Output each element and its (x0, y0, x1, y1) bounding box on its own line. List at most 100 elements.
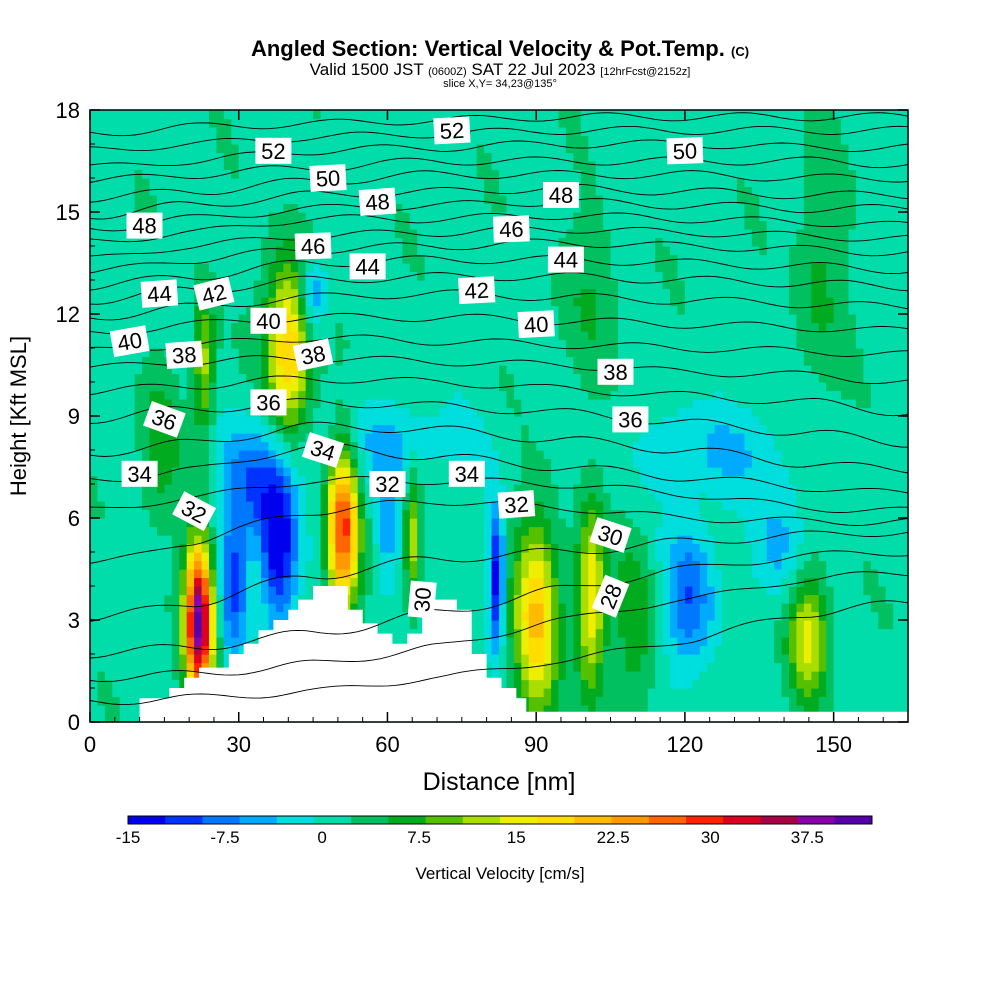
velocity-cell (684, 679, 693, 689)
velocity-cell (878, 645, 887, 655)
velocity-cell (647, 577, 656, 587)
velocity-cell (238, 492, 247, 502)
velocity-cell (201, 586, 210, 596)
velocity-cell (119, 637, 128, 647)
velocity-cell (424, 458, 433, 468)
velocity-cell (863, 679, 872, 689)
velocity-cell (551, 620, 560, 630)
velocity-cell (290, 467, 299, 477)
velocity-cell (588, 552, 597, 562)
velocity-cell (848, 569, 857, 579)
velocity-cell (275, 492, 284, 502)
velocity-cell (432, 433, 441, 443)
velocity-cell (796, 339, 805, 349)
velocity-cell (97, 586, 106, 596)
velocity-cell (223, 382, 232, 392)
velocity-cell (134, 696, 143, 706)
velocity-cell (565, 424, 574, 434)
velocity-cell (855, 339, 864, 349)
velocity-cell (766, 611, 775, 621)
velocity-cell (536, 671, 545, 681)
velocity-cell (365, 416, 374, 426)
velocity-cell (313, 509, 322, 519)
velocity-cell (409, 560, 418, 570)
velocity-cell (305, 484, 314, 494)
velocity-cell (350, 424, 359, 434)
velocity-cell (528, 543, 537, 553)
velocity-cell (231, 620, 240, 630)
velocity-cell (744, 705, 753, 715)
velocity-cell (305, 518, 314, 528)
velocity-cell (543, 603, 552, 613)
velocity-cell (313, 577, 322, 587)
velocity-cell (692, 620, 701, 630)
velocity-cell (97, 645, 106, 655)
velocity-cell (223, 594, 232, 604)
velocity-cell (551, 577, 560, 587)
velocity-cell (893, 407, 902, 417)
velocity-cell (164, 458, 173, 468)
velocity-cell (394, 450, 403, 460)
velocity-cell (759, 628, 768, 638)
velocity-cell (275, 501, 284, 511)
velocity-cell (766, 424, 775, 434)
velocity-cell (380, 620, 389, 630)
velocity-cell (558, 705, 567, 715)
velocity-cell (387, 348, 396, 358)
velocity-cell (707, 637, 716, 647)
velocity-cell (811, 382, 820, 392)
velocity-cell (551, 475, 560, 485)
velocity-cell (759, 637, 768, 647)
velocity-cell (476, 373, 485, 383)
velocity-cell (729, 484, 738, 494)
velocity-cell (231, 399, 240, 409)
velocity-cell (558, 441, 567, 451)
velocity-cell (781, 526, 790, 536)
velocity-cell (818, 696, 827, 706)
velocity-cell (707, 611, 716, 621)
velocity-cell (305, 526, 314, 536)
velocity-cell (134, 492, 143, 502)
velocity-cell (796, 416, 805, 426)
velocity-cell (870, 696, 879, 706)
velocity-cell (848, 441, 857, 451)
velocity-cell (580, 390, 589, 400)
velocity-cell (595, 569, 604, 579)
velocity-cell (811, 535, 820, 545)
velocity-cell (134, 569, 143, 579)
velocity-cell (670, 501, 679, 511)
velocity-cell (662, 433, 671, 443)
velocity-cell (655, 424, 664, 434)
velocity-cell (149, 611, 158, 621)
velocity-cell (796, 662, 805, 672)
velocity-cell (841, 458, 850, 468)
velocity-cell (112, 696, 121, 706)
velocity-cell (484, 577, 493, 587)
velocity-cell (469, 484, 478, 494)
velocity-cell (201, 543, 210, 553)
velocity-cell (878, 356, 887, 366)
velocity-cell (558, 390, 567, 400)
velocity-cell (90, 373, 99, 383)
velocity-cell (142, 586, 151, 596)
velocity-cell (357, 586, 366, 596)
velocity-cell (595, 407, 604, 417)
velocity-cell (90, 433, 99, 443)
velocity-cell (811, 552, 820, 562)
velocity-cell (885, 450, 894, 460)
velocity-cell (253, 586, 262, 596)
velocity-cell (446, 373, 455, 383)
velocity-cell (499, 586, 508, 596)
velocity-cell (506, 450, 515, 460)
velocity-cell (655, 671, 664, 681)
velocity-cell (811, 696, 820, 706)
velocity-cell (409, 433, 418, 443)
velocity-cell (900, 603, 909, 613)
velocity-cell (372, 416, 381, 426)
velocity-cell (499, 390, 508, 400)
velocity-cell (729, 407, 738, 417)
velocity-cell (893, 390, 902, 400)
velocity-cell (744, 679, 753, 689)
velocity-cell (573, 577, 582, 587)
velocity-cell (261, 611, 270, 621)
